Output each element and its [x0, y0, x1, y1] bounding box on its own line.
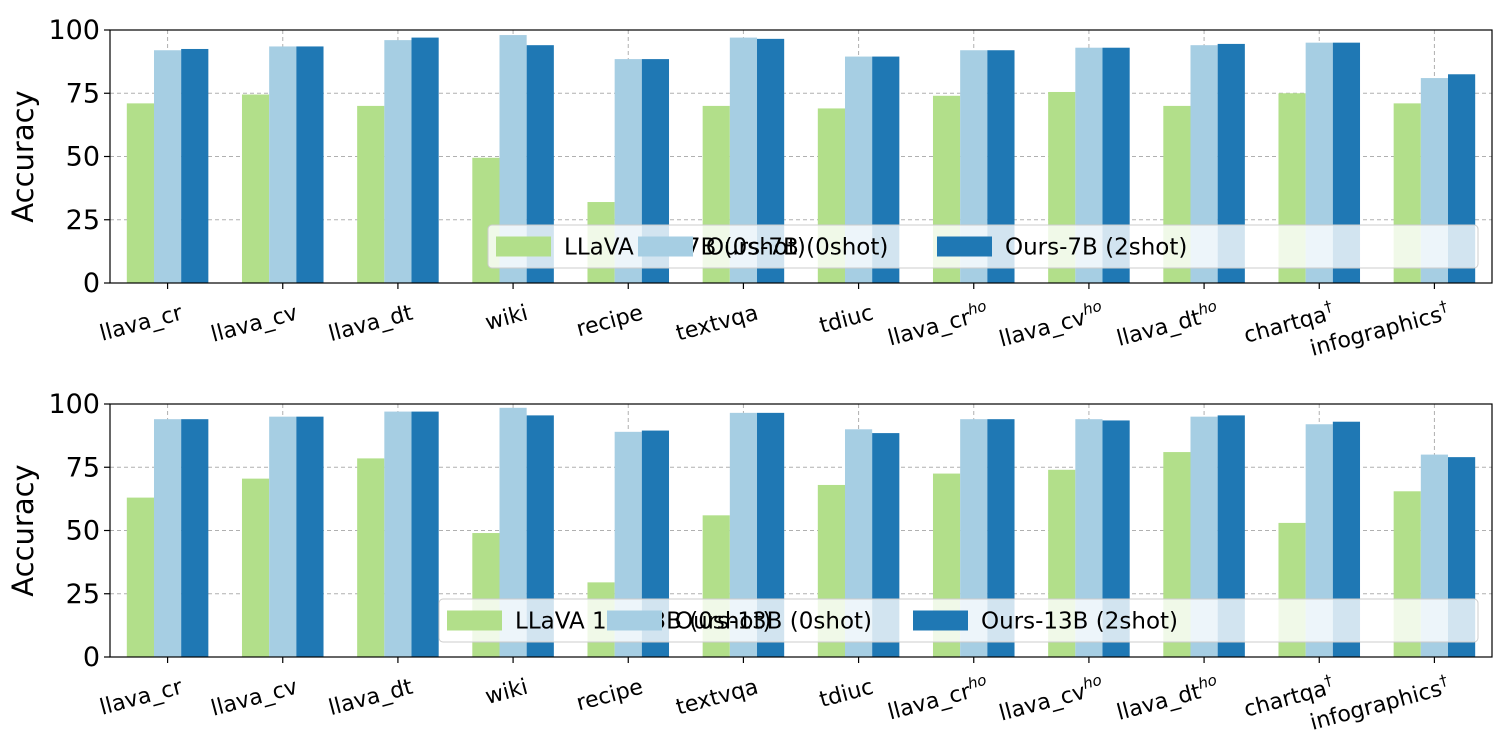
bar-llava-cv-series-2 [269, 46, 297, 283]
bar-llava-cr-series-2 [153, 419, 182, 657]
legend-label: Ours-13B (0shot) [675, 609, 872, 635]
y-tick-label: 75 [66, 78, 100, 109]
legend-swatch [913, 610, 968, 631]
x-tick-label: wiki [483, 675, 531, 710]
chart-panel-1: 0 25 50 75 100 Accuracy llava_cr llava_cv llava_… [6, 15, 1493, 362]
x-tick-label: llava_cr [97, 300, 186, 346]
x-tick-label: llava_cvho [996, 671, 1107, 727]
y-tick-label: 25 [66, 579, 100, 610]
legend-swatch [496, 236, 551, 257]
bar-llava-dt-series-1 [357, 105, 385, 284]
bar-llava-cr-series-3 [181, 419, 209, 657]
y-tick-label: 0 [83, 268, 100, 299]
legend-swatch [607, 610, 662, 631]
y-tick-label: 75 [66, 452, 100, 483]
x-tick-label: llava_dtho [1113, 671, 1221, 726]
legend-swatch [638, 236, 693, 257]
x-tick-label: llava_cv [209, 675, 301, 722]
bar-llava-dt-series-2 [384, 411, 412, 657]
x-tick-label: llava_dtho [1113, 297, 1221, 352]
x-tick-label: llava_cv [209, 301, 301, 348]
x-tick-label: llava_dt [326, 301, 416, 347]
x-tick-label: recipe [574, 675, 646, 717]
legend-label: Ours-7B (2shot) [1005, 235, 1187, 261]
x-tick-label: textvqa [673, 301, 761, 347]
bar-llava-dt-series-1 [357, 458, 385, 657]
chart-panel-2: 0 25 50 75 100 Accuracy llava_cr llava_cv llava_… [6, 389, 1493, 736]
y-tick-label: 50 [66, 516, 100, 547]
legend-swatch [937, 236, 992, 257]
bar-llava-cv-series-3 [296, 416, 324, 657]
x-tick-label: wiki [483, 301, 531, 336]
y-tick-label: 50 [66, 142, 100, 173]
bar-llava-cr-series-2 [153, 50, 182, 283]
x-tick-label: textvqa [673, 675, 761, 721]
legend-label: Ours-13B (2shot) [981, 609, 1178, 635]
x-tick-label: recipe [574, 301, 646, 343]
legend: LLaVA 1.5-13B (0shot)Ours-13B (0shot)Our… [438, 598, 1479, 643]
y-axis-title: Accuracy [6, 464, 40, 596]
bar-llava-cr-series-1 [126, 497, 154, 657]
bar-llava-dt-series-3 [411, 37, 439, 284]
bar-llava-cv-series-1 [241, 94, 270, 283]
y-tick-label: 0 [83, 642, 100, 673]
bar-llava-cv-series-1 [241, 478, 270, 657]
x-tick-label: llava_cr [97, 674, 186, 720]
bar-llava-dt-series-3 [411, 411, 439, 657]
legend-label: Ours-7B (0shot) [706, 235, 888, 261]
legend-swatch [447, 610, 502, 631]
x-tick-label: tdiuc [817, 675, 876, 713]
bar-llava-dt-series-2 [384, 40, 412, 284]
legend: LLaVA 1.5-7B (0shot)Ours-7B (0shot)Ours-… [487, 224, 1479, 269]
bar-llava-cr-series-3 [181, 48, 209, 283]
x-tick-label: llava_cvho [996, 297, 1107, 353]
x-tick-label: llava_crho [884, 671, 991, 726]
x-tick-label: llava_crho [884, 297, 991, 352]
y-tick-label: 100 [48, 15, 100, 46]
bar-llava-cv-series-2 [269, 416, 297, 657]
y-axis-title: Accuracy [6, 90, 40, 222]
bar-llava-cr-series-1 [126, 103, 154, 284]
y-tick-label: 25 [66, 205, 100, 236]
x-tick-label: tdiuc [817, 301, 876, 339]
y-tick-label: 100 [48, 389, 100, 420]
bar-llava-cv-series-3 [296, 46, 324, 283]
x-tick-label: llava_dt [326, 675, 416, 721]
